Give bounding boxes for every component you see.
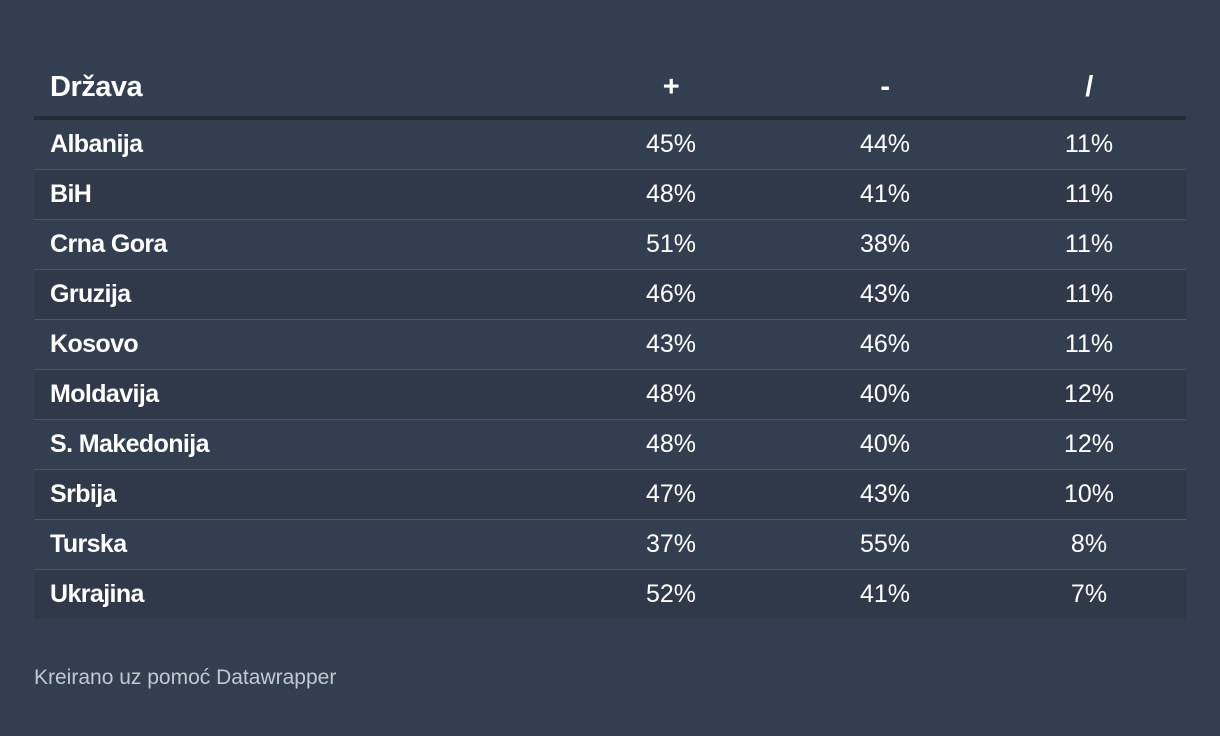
- cell-plus: 46%: [564, 269, 778, 320]
- cell-slash: 11%: [992, 319, 1186, 370]
- header-plus: +: [564, 58, 778, 120]
- cell-minus: 44%: [778, 118, 992, 170]
- table-row: Srbija 47% 43% 10%: [34, 469, 1186, 520]
- table-body: Albanija 45% 44% 11% BiH 48% 41% 11% Crn…: [34, 118, 1186, 619]
- cell-plus: 43%: [564, 319, 778, 370]
- footer-credit: Kreirano uz pomoć Datawrapper: [34, 666, 337, 689]
- table-row: Gruzija 46% 43% 11%: [34, 269, 1186, 320]
- cell-plus: 51%: [564, 219, 778, 270]
- cell-plus: 37%: [564, 519, 778, 570]
- cell-country: BiH: [34, 169, 564, 220]
- cell-country: Moldavija: [34, 369, 564, 420]
- cell-country: Kosovo: [34, 319, 564, 370]
- header-country: Država: [34, 58, 564, 120]
- cell-country: Ukrajina: [50, 580, 144, 608]
- cell-plus: 52%: [645, 580, 697, 608]
- cell-minus: 38%: [778, 219, 992, 270]
- table-row: Turska 37% 55% 8%: [34, 519, 1186, 570]
- data-table-container: Država + - / Albanija 45% 44% 11% BiH 48…: [34, 58, 1186, 619]
- cell-country: Gruzija: [34, 269, 564, 320]
- cell-plus: 48%: [564, 169, 778, 220]
- cell-slash: 12%: [992, 369, 1186, 420]
- cell-minus: 55%: [778, 519, 992, 570]
- cell-minus: 46%: [778, 319, 992, 370]
- cell-plus: 48%: [564, 369, 778, 420]
- cell-minus: 40%: [778, 369, 992, 420]
- cell-minus: 43%: [778, 269, 992, 320]
- table-row: Crna Gora 51% 38% 11%: [34, 219, 1186, 270]
- cell-slash: 12%: [992, 419, 1186, 470]
- table-row: Kosovo 43% 46% 11%: [34, 319, 1186, 370]
- cell-slash: 11%: [992, 118, 1186, 170]
- cell-country: S. Makedonija: [34, 419, 564, 470]
- cell-minus: 43%: [778, 469, 992, 520]
- cell-minus: 40%: [778, 419, 992, 470]
- table-row: S. Makedonija 48% 40% 12%: [34, 419, 1186, 470]
- cell-plus: 47%: [564, 469, 778, 520]
- cell-slash: 11%: [992, 169, 1186, 220]
- table-header: Država + - /: [34, 58, 1186, 120]
- header-slash: /: [992, 58, 1186, 120]
- cell-country: Turska: [34, 519, 564, 570]
- table-row: BiH 48% 41% 11%: [34, 169, 1186, 220]
- cell-country: Crna Gora: [34, 219, 564, 270]
- header-row: Država + - /: [34, 58, 1186, 120]
- cell-minus: 41%: [859, 580, 911, 608]
- cell-country: Albanija: [34, 118, 564, 170]
- table-row: Moldavija 48% 40% 12%: [34, 369, 1186, 420]
- table-row: Albanija 45% 44% 11%: [34, 118, 1186, 170]
- cell-slash: 8%: [992, 519, 1186, 570]
- table-row: Ukrajina 52% 41% 7%: [34, 569, 1186, 619]
- cell-slash: 11%: [992, 269, 1186, 320]
- cell-minus: 41%: [778, 169, 992, 220]
- cell-country: Srbija: [34, 469, 564, 520]
- cell-slash: 10%: [992, 469, 1186, 520]
- cell-plus: 48%: [564, 419, 778, 470]
- cell-slash: 11%: [992, 219, 1186, 270]
- cell-slash: 7%: [1070, 580, 1108, 608]
- data-table: Država + - / Albanija 45% 44% 11% BiH 48…: [34, 58, 1186, 619]
- cell-plus: 45%: [564, 118, 778, 170]
- header-minus: -: [778, 58, 992, 120]
